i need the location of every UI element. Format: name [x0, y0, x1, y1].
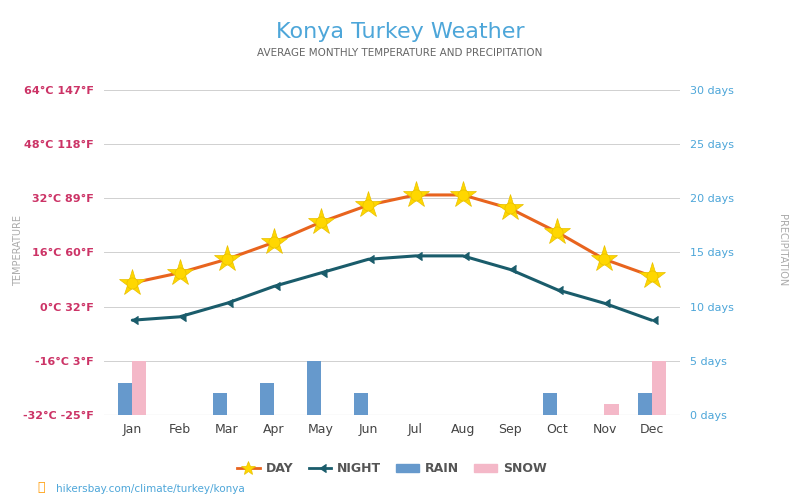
Bar — [543, 394, 558, 415]
Text: Konya Turkey Weather: Konya Turkey Weather — [276, 22, 524, 42]
Legend: DAY, NIGHT, RAIN, SNOW: DAY, NIGHT, RAIN, SNOW — [232, 458, 552, 480]
Text: ⌖: ⌖ — [38, 481, 45, 494]
Bar — [638, 394, 652, 415]
Bar — [260, 382, 274, 415]
Bar — [307, 361, 321, 415]
Bar — [652, 361, 666, 415]
Bar — [213, 394, 226, 415]
Bar — [605, 404, 618, 415]
Bar — [354, 394, 368, 415]
Bar — [132, 361, 146, 415]
Text: TEMPERATURE: TEMPERATURE — [13, 214, 22, 286]
Text: AVERAGE MONTHLY TEMPERATURE AND PRECIPITATION: AVERAGE MONTHLY TEMPERATURE AND PRECIPIT… — [258, 48, 542, 58]
Bar — [118, 382, 132, 415]
Text: hikersbay.com/climate/turkey/konya: hikersbay.com/climate/turkey/konya — [56, 484, 245, 494]
Text: PRECIPITATION: PRECIPITATION — [778, 214, 787, 286]
